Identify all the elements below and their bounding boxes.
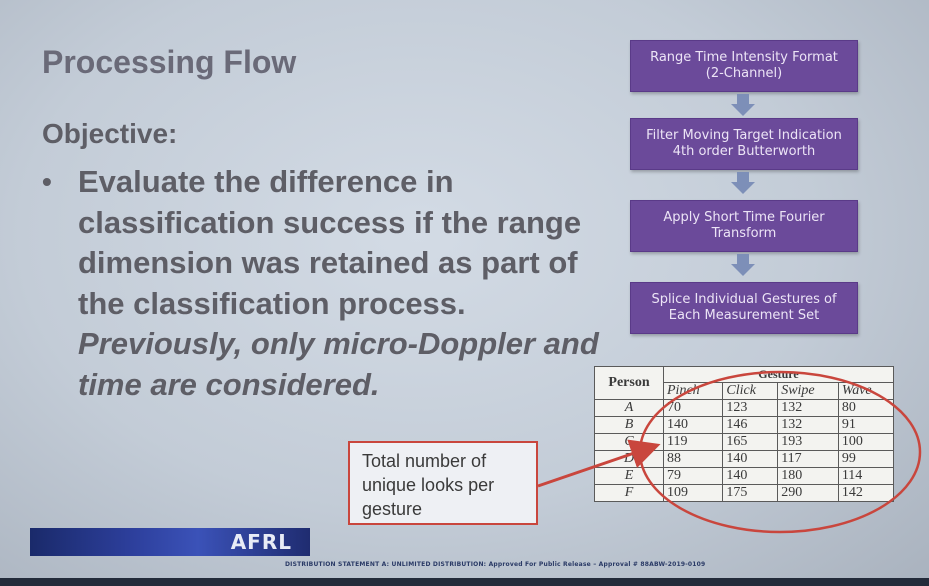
- bullet-text: Evaluate the difference in classificatio…: [78, 162, 602, 405]
- table-cell: 132: [777, 416, 839, 434]
- table-cell: 91: [837, 416, 895, 434]
- table-cell: 70: [662, 399, 724, 417]
- table-row: F 109 175 290 142: [594, 484, 895, 502]
- bullet-dot-icon: •: [42, 166, 52, 197]
- objective-bullet: • Evaluate the difference in classificat…: [42, 162, 602, 405]
- column-header: Swipe: [777, 382, 839, 400]
- person-header: Person: [594, 366, 664, 400]
- table-cell: 79: [662, 467, 724, 485]
- logo-text: AFRL: [230, 530, 292, 554]
- objective-label: Objective:: [42, 118, 178, 149]
- flow-step-mti-filter: Filter Moving Target Indication 4th order…: [630, 118, 858, 170]
- down-arrow-icon: [731, 172, 755, 194]
- table-cell: 140: [722, 467, 779, 485]
- table-cell: 117: [777, 450, 839, 468]
- table-cell: 123: [722, 399, 779, 417]
- flow-step-1-line2: (2-Channel): [705, 66, 783, 81]
- screen-bottom-edge: [0, 578, 929, 586]
- flow-step-2-line1: Filter Moving Target Indication: [646, 128, 842, 143]
- table-row: C 119 165 193 100: [594, 433, 895, 451]
- table-header-row: Person Gesture: [594, 366, 894, 400]
- bullet-italic-text: Previously, only micro-Doppler and time …: [78, 326, 599, 402]
- table-row: D 88 140 117 99: [594, 450, 895, 468]
- afrl-logo: AFRL: [30, 528, 310, 556]
- table-cell: 193: [777, 433, 839, 451]
- slide-title: Processing Flow: [42, 44, 297, 80]
- distribution-statement: DISTRIBUTION STATEMENT A: UNLIMITED DIST…: [285, 561, 706, 568]
- table-cell: 119: [662, 433, 724, 451]
- person-cell: F: [594, 484, 664, 502]
- table-cell: 99: [837, 450, 895, 468]
- gesture-header: Gesture: [663, 366, 894, 383]
- flow-step-3-line1: Apply Short Time Fourier: [663, 210, 825, 225]
- down-arrow-icon: [731, 94, 755, 116]
- flow-step-2-line2: 4th order Butterworth: [672, 144, 816, 159]
- bullet-main-text: Evaluate the difference in classificatio…: [78, 164, 582, 321]
- table-cell: 142: [837, 484, 895, 502]
- table-cell: 175: [722, 484, 779, 502]
- person-cell: E: [594, 467, 664, 485]
- table-cell: 290: [777, 484, 839, 502]
- down-arrow-icon: [731, 254, 755, 276]
- table-cell: 100: [837, 433, 895, 451]
- person-cell: C: [594, 433, 664, 451]
- person-cell: A: [594, 399, 664, 417]
- table-cell: 109: [662, 484, 724, 502]
- table-cell: 180: [777, 467, 839, 485]
- person-cell: B: [594, 416, 664, 434]
- table-cell: 165: [722, 433, 779, 451]
- column-header: Pinch: [662, 382, 724, 400]
- table-cell: 80: [837, 399, 895, 417]
- flow-step-1-line1: Range Time Intensity Format: [650, 50, 838, 65]
- table-cell: 132: [777, 399, 839, 417]
- table-cell: 140: [662, 416, 724, 434]
- table-row: A 70 123 132 80: [594, 399, 895, 417]
- table-cell: 88: [662, 450, 724, 468]
- flow-step-4-line1: Splice Individual Gestures of: [651, 292, 837, 307]
- table-cell: 140: [722, 450, 779, 468]
- table-row: E 79 140 180 114: [594, 467, 895, 485]
- column-header: Click: [722, 382, 779, 400]
- table-cell: 146: [722, 416, 779, 434]
- person-cell: D: [594, 450, 664, 468]
- table-row: B 140 146 132 91: [594, 416, 895, 434]
- flow-step-rti-format: Range Time Intensity Format (2-Channel): [630, 40, 858, 92]
- flow-step-stft: Apply Short Time Fourier Transform: [630, 200, 858, 252]
- gesture-table: Person Gesture Pinch Click Swipe Wave A …: [594, 366, 895, 502]
- column-header: Wave: [837, 382, 895, 400]
- callout-box: Total number of unique looks per gesture: [348, 441, 538, 525]
- flow-step-splice: Splice Individual Gestures of Each Measur…: [630, 282, 858, 334]
- flow-step-4-line2: Each Measurement Set: [668, 308, 820, 323]
- table-cell: 114: [837, 467, 895, 485]
- flow-step-3-line2: Transform: [711, 226, 777, 241]
